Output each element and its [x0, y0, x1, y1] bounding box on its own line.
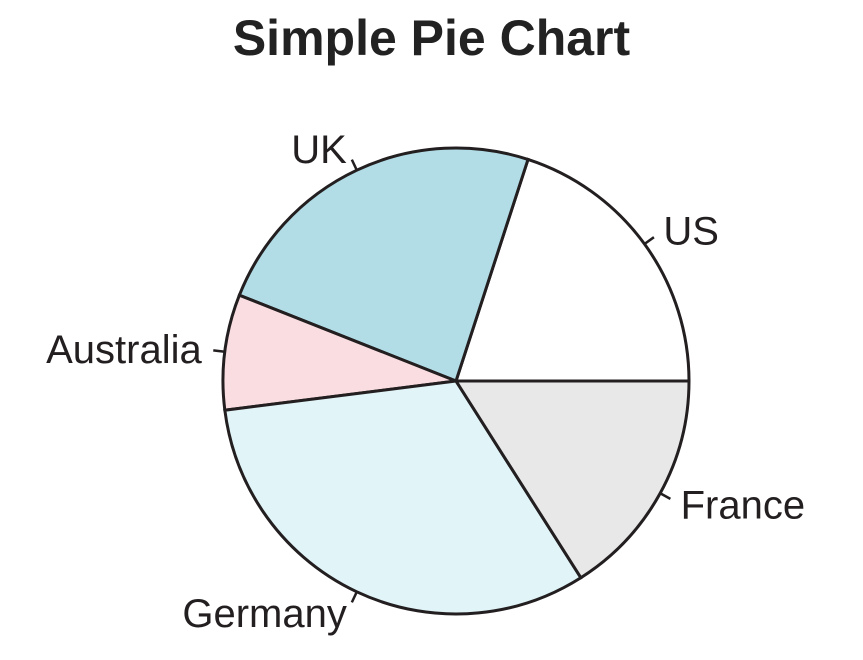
pie-label-us: US [663, 209, 719, 253]
chart-title: Simple Pie Chart [232, 10, 631, 66]
pie-tick-uk [350, 159, 358, 171]
pie-label-uk: UK [291, 128, 347, 172]
pie-label-france: France [681, 483, 806, 527]
pie-label-germany: Germany [182, 592, 347, 636]
pie-slice-us [453, 157, 691, 383]
pie-slice-france [453, 379, 691, 580]
pie-tick-us [643, 236, 655, 246]
pie-tick-germany [350, 591, 358, 603]
pie-label-australia: Australia [46, 328, 202, 372]
pie-tick-australia [213, 349, 225, 354]
pie-tick-france [659, 492, 671, 500]
